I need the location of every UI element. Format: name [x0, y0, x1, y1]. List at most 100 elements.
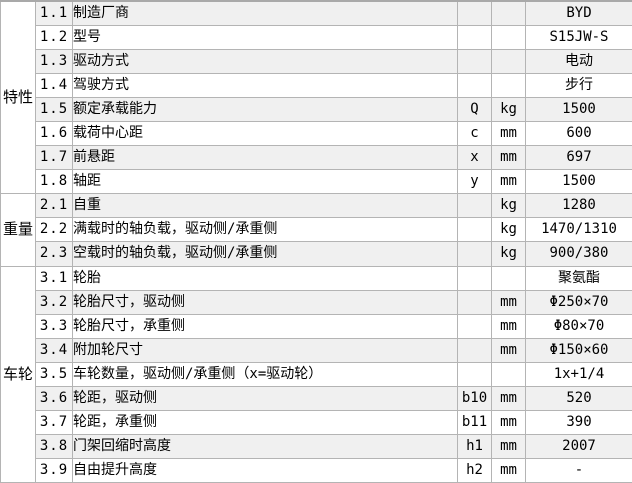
- unit-cell: mm: [491, 409, 526, 435]
- symbol-cell: [457, 265, 492, 291]
- row-number-cell: 1.6: [35, 121, 73, 147]
- table-row: 3.8 门架回缩时高度 h1 mm 2007: [1, 433, 632, 459]
- value-cell: 1280: [525, 193, 632, 219]
- row-number-cell: 1.2: [35, 25, 73, 51]
- category-cell: 特性: [0, 0, 36, 195]
- table-row: 重量 2.1 自重 kg 1280: [0, 193, 632, 267]
- unit-cell: mm: [491, 145, 526, 171]
- row-number-cell: 3.5: [35, 361, 73, 387]
- description-cell: 满载时的轴负载，驱动侧/承重侧: [72, 217, 458, 243]
- symbol-cell: [457, 361, 492, 387]
- description-cell: 轮胎: [72, 265, 458, 291]
- value-cell: S15JW-S: [525, 25, 632, 51]
- value-cell: Φ150×60: [525, 337, 632, 363]
- table-row: 1.4 驾驶方式 步行: [1, 73, 632, 99]
- table-row: 车轮 3.1 轮胎 聚氨酯: [0, 265, 632, 483]
- table-row: 3.6 轮距，驱动侧 b10 mm 520: [1, 385, 632, 411]
- unit-cell: [491, 49, 526, 75]
- unit-cell: kg: [491, 193, 526, 219]
- symbol-cell: [457, 313, 492, 339]
- symbol-cell: [457, 25, 492, 51]
- row-number-cell: 3.1: [35, 265, 73, 291]
- symbol-cell: [457, 289, 492, 315]
- value-cell: 900/380: [525, 241, 632, 267]
- symbol-cell: h1: [457, 433, 492, 459]
- unit-cell: mm: [491, 337, 526, 363]
- symbol-cell: [457, 49, 492, 75]
- description-cell: 轮距，驱动侧: [72, 385, 458, 411]
- row-number-cell: 3.8: [35, 433, 73, 459]
- description-cell: 空载时的轴负载，驱动侧/承重侧: [72, 241, 458, 267]
- row-number-cell: 2.2: [35, 217, 73, 243]
- unit-cell: kg: [491, 97, 526, 123]
- description-cell: 轴距: [72, 169, 458, 195]
- row-number-cell: 2.3: [35, 241, 73, 267]
- value-cell: Φ80×70: [525, 313, 632, 339]
- description-cell: 驾驶方式: [72, 73, 458, 99]
- row-number-cell: 1.4: [35, 73, 73, 99]
- value-cell: 聚氨酯: [525, 265, 632, 291]
- description-cell: 自由提升高度: [72, 457, 458, 483]
- table-row: 1.8 轴距 y mm 1500: [1, 169, 632, 195]
- row-number-cell: 3.4: [35, 337, 73, 363]
- value-cell: 1x+1/4: [525, 361, 632, 387]
- unit-cell: mm: [491, 121, 526, 147]
- description-cell: 自重: [72, 193, 458, 219]
- row-number-cell: 3.3: [35, 313, 73, 339]
- unit-cell: mm: [491, 433, 526, 459]
- value-cell: -: [525, 457, 632, 483]
- row-number-cell: 3.9: [35, 457, 73, 483]
- row-number-cell: 1.3: [35, 49, 73, 75]
- symbol-cell: x: [457, 145, 492, 171]
- category-cell: 重量: [0, 193, 36, 267]
- description-cell: 驱动方式: [72, 49, 458, 75]
- table-row: 3.5 车轮数量，驱动侧/承重侧（x=驱动轮） 1x+1/4: [1, 361, 632, 387]
- symbol-cell: [457, 241, 492, 267]
- unit-cell: [491, 25, 526, 51]
- table-row: 3.3 轮胎尺寸，承重侧 mm Φ80×70: [1, 313, 632, 339]
- table-row: 3.2 轮胎尺寸，驱动侧 mm Φ250×70: [1, 289, 632, 315]
- value-cell: 390: [525, 409, 632, 435]
- value-cell: BYD: [525, 0, 632, 27]
- symbol-cell: c: [457, 121, 492, 147]
- table-row: 1.3 驱动方式 电动: [1, 49, 632, 75]
- table-row: 1.2 型号 S15JW-S: [1, 25, 632, 51]
- symbol-cell: [457, 193, 492, 219]
- description-cell: 车轮数量，驱动侧/承重侧（x=驱动轮）: [72, 361, 458, 387]
- description-cell: 前悬距: [72, 145, 458, 171]
- table-row: 特性 1.1 制造厂商 BYD: [0, 0, 632, 195]
- value-cell: 1500: [525, 169, 632, 195]
- unit-cell: [491, 361, 526, 387]
- description-cell: 附加轮尺寸: [72, 337, 458, 363]
- value-cell: 697: [525, 145, 632, 171]
- description-cell: 门架回缩时高度: [72, 433, 458, 459]
- symbol-cell: b10: [457, 385, 492, 411]
- symbol-cell: Q: [457, 97, 492, 123]
- unit-cell: kg: [491, 241, 526, 267]
- value-cell: Φ250×70: [525, 289, 632, 315]
- symbol-cell: [457, 217, 492, 243]
- symbol-cell: y: [457, 169, 492, 195]
- table-row: 3.4 附加轮尺寸 mm Φ150×60: [1, 337, 632, 363]
- symbol-cell: [457, 0, 492, 27]
- description-cell: 轮胎尺寸，驱动侧: [72, 289, 458, 315]
- table-row: 3.9 自由提升高度 h2 mm -: [1, 457, 632, 483]
- unit-cell: [491, 73, 526, 99]
- row-number-cell: 1.5: [35, 97, 73, 123]
- value-cell: 600: [525, 121, 632, 147]
- value-cell: 步行: [525, 73, 632, 99]
- value-cell: 1470/1310: [525, 217, 632, 243]
- description-cell: 制造厂商: [72, 0, 458, 27]
- row-number-cell: 1.7: [35, 145, 73, 171]
- symbol-cell: [457, 73, 492, 99]
- value-cell: 1500: [525, 97, 632, 123]
- unit-cell: [491, 0, 526, 27]
- description-cell: 轮距，承重侧: [72, 409, 458, 435]
- value-cell: 电动: [525, 49, 632, 75]
- unit-cell: mm: [491, 457, 526, 483]
- unit-cell: mm: [491, 169, 526, 195]
- symbol-cell: h2: [457, 457, 492, 483]
- symbol-cell: b11: [457, 409, 492, 435]
